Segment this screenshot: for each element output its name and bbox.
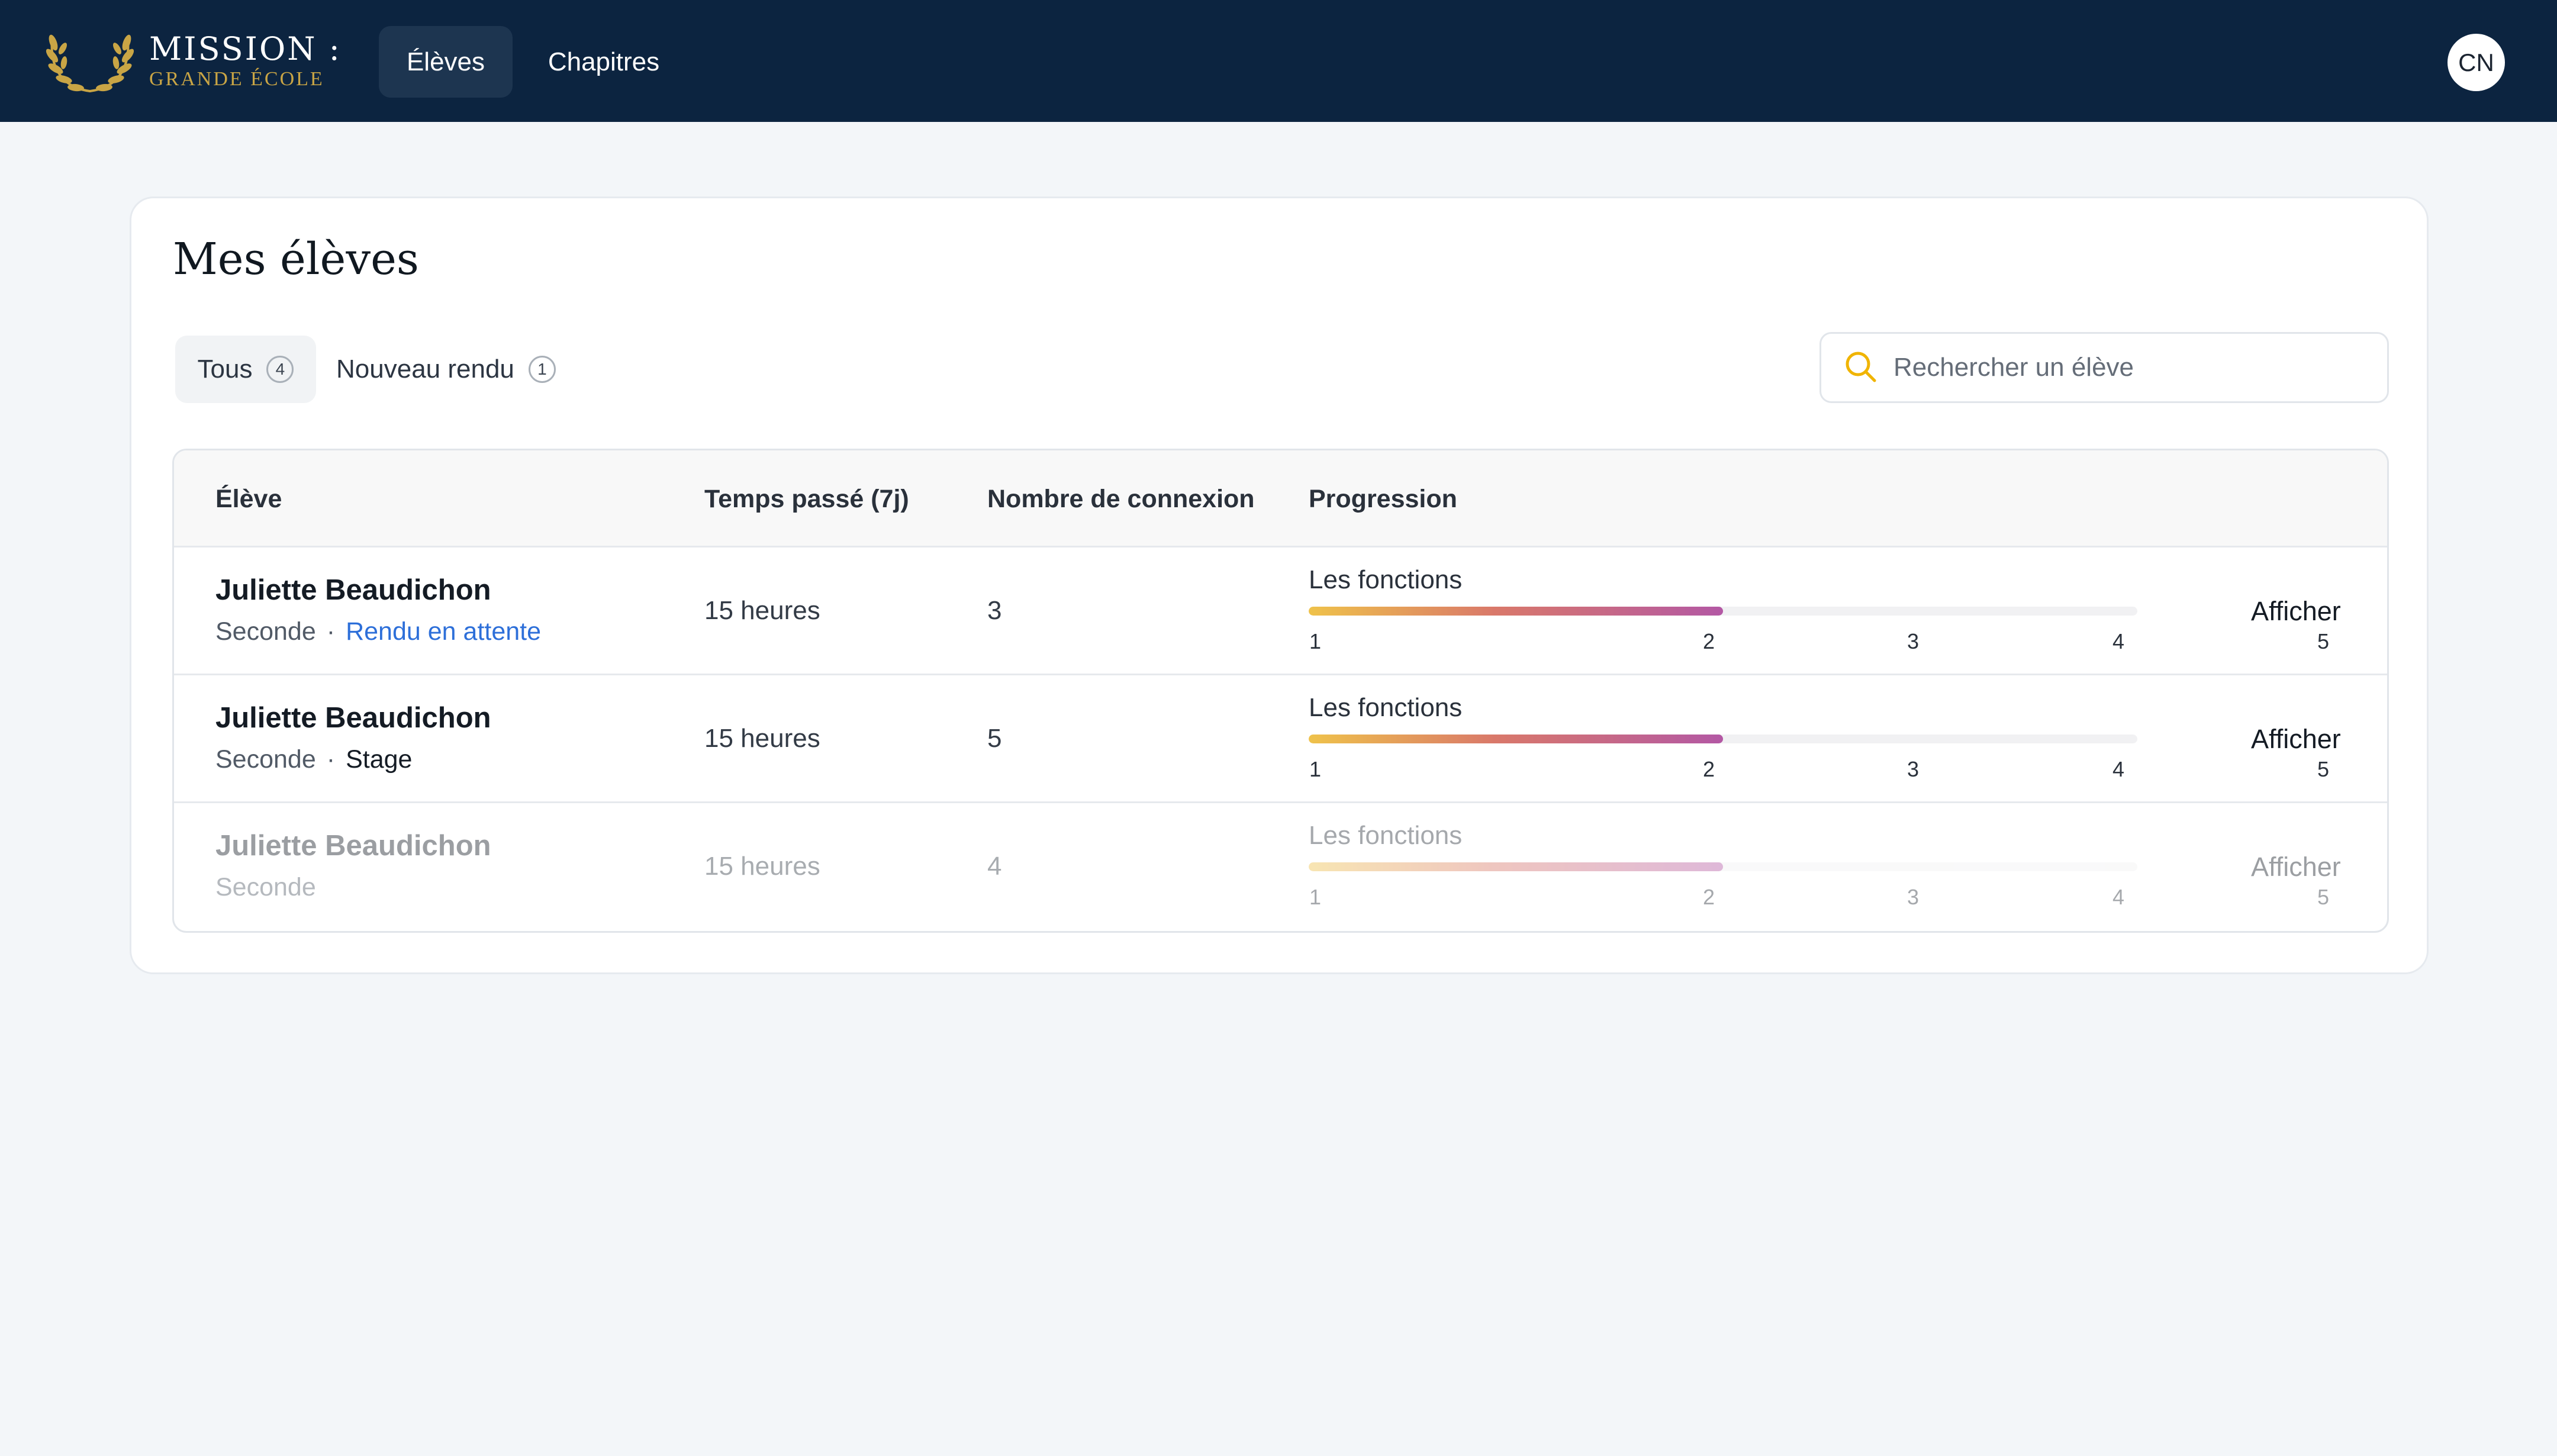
show-button[interactable]: Afficher	[2251, 852, 2341, 882]
filter-label: Nouveau rendu	[336, 355, 514, 384]
student-meta: Seconde · Stage	[215, 745, 412, 774]
filter-label: Tous	[197, 355, 253, 384]
filter-tab-new-submission[interactable]: Nouveau rendu 1	[336, 336, 585, 403]
search-input[interactable]	[1893, 353, 2379, 382]
table-row[interactable]: Juliette Beaudichon Seconde 15 heures 4 …	[174, 803, 2387, 931]
user-avatar[interactable]: CN	[2447, 34, 2505, 91]
progress-tick: 2	[1703, 629, 1715, 653]
nav-tab-chapitres[interactable]: Chapitres	[548, 47, 660, 76]
table-row[interactable]: Juliette Beaudichon Seconde · Rendu en a…	[174, 547, 2387, 675]
student-level: Seconde	[215, 617, 316, 646]
chapter-name: Les fonctions	[1309, 821, 1463, 850]
brand-title: MISSION :	[149, 30, 342, 67]
column-header-progression: Progression	[1309, 484, 1457, 513]
filter-tab-all[interactable]: Tous 4	[175, 336, 316, 403]
status-badge: Rendu en attente	[346, 617, 542, 646]
progress-tick: 4	[2112, 885, 2125, 909]
progress-tick: 5	[2317, 757, 2330, 781]
show-button[interactable]: Afficher	[2251, 724, 2341, 754]
progress-tick: 4	[2112, 629, 2125, 653]
progress-tick: 1	[1309, 757, 1322, 781]
meta-separator: ·	[326, 617, 336, 646]
count-badge: 1	[528, 356, 556, 383]
chapter-name: Les fonctions	[1309, 693, 1463, 722]
brand-logo[interactable]: MISSION : GRANDE ÉCOLE	[39, 22, 342, 99]
table-row[interactable]: Juliette Beaudichon Seconde · Stage 15 h…	[174, 675, 2387, 803]
progress-bar	[1309, 862, 2137, 871]
student-name: Juliette Beaudichon	[215, 702, 491, 734]
students-card: Mes élèves Tous 4 Nouveau rendu 1 Élève …	[130, 197, 2429, 974]
connection-count: 3	[987, 596, 1002, 625]
nav-tab-eleves[interactable]: Élèves	[379, 26, 513, 98]
student-meta: Seconde · Rendu en attente	[215, 617, 541, 646]
progress-tick: 2	[1703, 885, 1715, 909]
top-navigation-bar: MISSION : GRANDE ÉCOLE Élèves Chapitres …	[0, 0, 2557, 122]
progress-fill	[1309, 862, 1723, 871]
progress-tick: 4	[2112, 757, 2125, 781]
meta-separator: ·	[326, 745, 336, 774]
progress-bar	[1309, 607, 2137, 616]
progress-fill	[1309, 735, 1723, 743]
progress-tick: 3	[1907, 757, 1920, 781]
progress-fill	[1309, 607, 1723, 616]
brand-subtitle: GRANDE ÉCOLE	[149, 68, 324, 90]
page-title: Mes élèves	[173, 234, 419, 285]
table-header: Élève Temps passé (7j) Nombre de connexi…	[174, 450, 2387, 547]
progress-tick: 3	[1907, 885, 1920, 909]
chapter-name: Les fonctions	[1309, 565, 1463, 594]
progress-tick: 5	[2317, 885, 2330, 909]
progress-tick: 5	[2317, 629, 2330, 653]
student-name: Juliette Beaudichon	[215, 574, 491, 606]
progress-tick: 1	[1309, 885, 1322, 909]
status-badge: Stage	[346, 745, 413, 774]
progress-tick: 3	[1907, 629, 1920, 653]
student-search[interactable]	[1819, 332, 2389, 403]
column-header-time: Temps passé (7j)	[704, 484, 909, 513]
progress-tick: 1	[1309, 629, 1322, 653]
brand-text: MISSION : GRANDE ÉCOLE	[149, 31, 342, 91]
column-header-student: Élève	[215, 484, 282, 513]
count-badge: 4	[266, 356, 294, 383]
student-level: Seconde	[215, 745, 316, 774]
time-spent: 15 heures	[704, 852, 820, 881]
laurel-wreath-icon	[39, 21, 141, 101]
progress-tick: 2	[1703, 757, 1715, 781]
progress-bar	[1309, 735, 2137, 743]
time-spent: 15 heures	[704, 596, 820, 625]
student-meta: Seconde	[215, 873, 316, 902]
connection-count: 4	[987, 852, 1002, 881]
search-icon	[1821, 349, 1878, 387]
column-header-connections: Nombre de connexion	[987, 484, 1255, 513]
time-spent: 15 heures	[704, 724, 820, 753]
connection-count: 5	[987, 724, 1002, 753]
show-button[interactable]: Afficher	[2251, 596, 2341, 626]
students-table: Élève Temps passé (7j) Nombre de connexi…	[172, 449, 2389, 933]
student-name: Juliette Beaudichon	[215, 830, 491, 862]
student-level: Seconde	[215, 873, 316, 901]
